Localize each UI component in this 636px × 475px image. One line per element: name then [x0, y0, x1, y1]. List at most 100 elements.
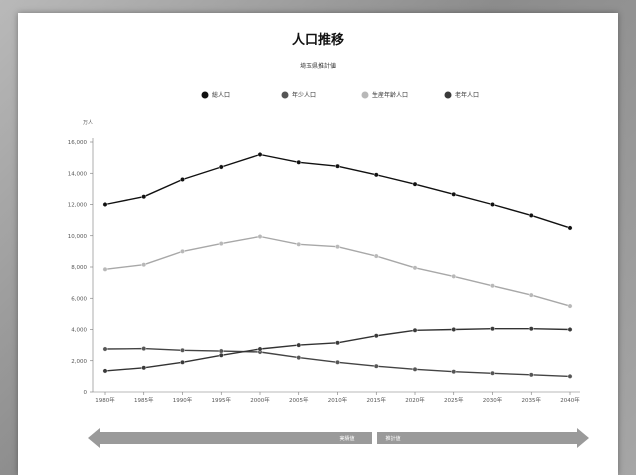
- x-tick-label: 2040年: [560, 396, 580, 404]
- y-axis-unit: 万人: [83, 120, 93, 126]
- y-tick-label: 8,000: [71, 265, 87, 271]
- data-point: [218, 348, 224, 354]
- data-point: [451, 273, 457, 279]
- legend-label: 老年人口: [455, 91, 479, 99]
- data-point: [141, 194, 147, 200]
- x-tick-label: 1985年: [134, 396, 154, 404]
- series-4: [102, 326, 573, 374]
- y-tick-label: 14,000: [68, 171, 88, 177]
- data-point: [141, 365, 147, 371]
- x-tick-label: 2030年: [483, 396, 503, 404]
- data-point: [528, 213, 534, 218]
- chart-title: 人口推移: [292, 32, 344, 48]
- chart-subtitle: 埼玉県推計値: [300, 62, 336, 70]
- data-point: [451, 369, 457, 375]
- legend-marker: [361, 91, 369, 99]
- data-point: [373, 363, 379, 369]
- y-tick-label: 10,000: [68, 234, 88, 240]
- data-point: [567, 225, 573, 231]
- data-point: [296, 355, 302, 361]
- data-point: [180, 177, 185, 182]
- data-point: [257, 346, 263, 352]
- data-point: [218, 352, 224, 358]
- x-tick-label: 2035年: [522, 396, 542, 404]
- data-point: [528, 372, 534, 378]
- data-point: [567, 303, 573, 309]
- data-point: [335, 163, 340, 169]
- data-point: [412, 265, 418, 271]
- data-point: [296, 159, 302, 165]
- x-tick-label: 1990年: [173, 396, 193, 404]
- series-1: [102, 152, 573, 231]
- x-tick-label: 2010年: [328, 396, 348, 404]
- y-tick-label: 16,000: [68, 140, 88, 146]
- legend-item: 年少人口: [281, 91, 316, 99]
- projection-arrow: [377, 428, 589, 448]
- legend: 総人口 年少人口 生産年齢人口 老年人口: [201, 91, 479, 99]
- data-point: [528, 326, 534, 332]
- y-tick-label: 4,000: [71, 328, 87, 334]
- legend-item: 生産年齢人口: [361, 91, 408, 99]
- data-point: [490, 326, 495, 332]
- series-2: [102, 346, 573, 379]
- data-point: [141, 262, 147, 268]
- data-point: [451, 191, 457, 197]
- chart-paper: [18, 13, 618, 475]
- x-tick-label: 2020年: [405, 396, 425, 404]
- data-point: [335, 359, 340, 365]
- x-tick-label: 1995年: [212, 396, 232, 404]
- results-arrow: [88, 428, 372, 448]
- data-point: [296, 241, 302, 247]
- data-point: [412, 181, 418, 187]
- x-tick-label: 2005年: [289, 396, 309, 404]
- data-point: [102, 202, 108, 207]
- data-point: [335, 244, 340, 250]
- data-point: [490, 370, 495, 376]
- legend-marker: [281, 91, 289, 99]
- data-point: [257, 152, 263, 157]
- data-point: [451, 327, 457, 332]
- legend-label: 総人口: [212, 91, 230, 99]
- data-point: [528, 292, 534, 298]
- data-point: [567, 327, 573, 332]
- legend-label: 年少人口: [292, 91, 316, 99]
- data-point: [180, 248, 185, 254]
- period-arrow-bar: 実績値 推計値: [88, 428, 589, 448]
- legend-item: 総人口: [201, 91, 230, 99]
- legend-label: 生産年齢人口: [372, 91, 408, 99]
- legend-marker: [201, 91, 209, 99]
- period-label-actual: 実績値: [339, 435, 354, 442]
- x-tick-label: 1980年: [95, 396, 115, 404]
- data-point: [412, 327, 418, 333]
- axes: 0 2,000 4,000 6,000 8,000 10,000 12,000 14,000 1…: [68, 138, 580, 404]
- data-point: [296, 342, 302, 348]
- data-point: [102, 368, 108, 374]
- data-point: [218, 241, 224, 246]
- legend-marker: [444, 91, 452, 99]
- data-point: [257, 234, 263, 239]
- data-point: [102, 346, 108, 352]
- data-point: [490, 283, 495, 289]
- x-tick-label: 2000年: [250, 396, 270, 404]
- data-point: [490, 202, 495, 207]
- data-point: [180, 359, 185, 365]
- y-tick-label: 2,000: [71, 359, 87, 365]
- x-tick-label: 2025年: [444, 396, 464, 404]
- series-3: [102, 234, 573, 309]
- x-tick-label: 2015年: [367, 396, 387, 404]
- series-layer: [102, 152, 573, 379]
- data-point: [373, 253, 379, 259]
- period-label-projection: 推計値: [385, 435, 400, 442]
- data-point: [567, 373, 573, 379]
- data-point: [373, 172, 379, 178]
- data-point: [218, 164, 224, 170]
- legend-item: 老年人口: [444, 91, 479, 99]
- y-tick-label: 6,000: [71, 296, 87, 302]
- y-tick-label: 0: [84, 390, 88, 396]
- data-point: [180, 347, 185, 353]
- data-point: [335, 340, 340, 346]
- data-point: [412, 366, 418, 372]
- data-point: [373, 333, 379, 339]
- data-point: [102, 266, 108, 272]
